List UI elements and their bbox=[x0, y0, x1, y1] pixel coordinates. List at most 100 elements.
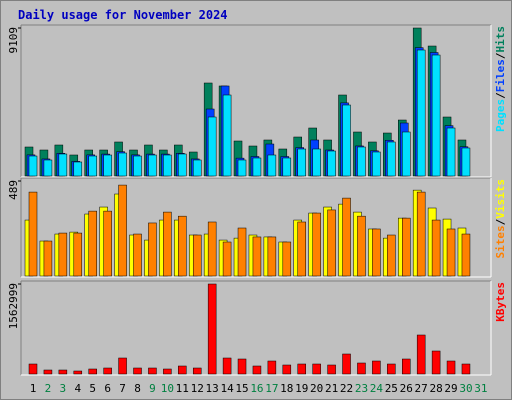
bar bbox=[103, 367, 112, 375]
bar bbox=[312, 212, 321, 277]
bar bbox=[207, 283, 217, 375]
bar bbox=[222, 357, 232, 375]
bar bbox=[73, 232, 83, 277]
x-tick-label: 20 bbox=[310, 382, 323, 395]
x-tick-label: 24 bbox=[370, 382, 384, 395]
bar bbox=[282, 364, 292, 375]
bar bbox=[88, 368, 97, 375]
bar bbox=[252, 236, 262, 277]
x-tick-label: 7 bbox=[119, 382, 126, 395]
bar bbox=[237, 227, 247, 277]
bar bbox=[431, 350, 441, 375]
bar bbox=[431, 219, 441, 277]
bar bbox=[163, 211, 172, 277]
bar bbox=[43, 159, 53, 177]
panel bbox=[21, 281, 491, 375]
bar bbox=[342, 197, 351, 277]
bar bbox=[222, 94, 232, 177]
bar bbox=[342, 104, 351, 177]
bar bbox=[43, 240, 53, 277]
x-tick-label: 26 bbox=[400, 382, 413, 395]
bar bbox=[357, 362, 366, 375]
bar bbox=[133, 155, 142, 177]
bar bbox=[461, 233, 471, 277]
bar bbox=[73, 161, 83, 177]
bar bbox=[357, 215, 366, 277]
x-tick-label: 28 bbox=[429, 382, 442, 395]
x-tick-label: 30 bbox=[459, 382, 472, 395]
bar bbox=[327, 150, 336, 177]
x-tick-label: 18 bbox=[280, 382, 293, 395]
bar bbox=[342, 353, 351, 375]
bar bbox=[252, 365, 262, 375]
x-tick-label: 8 bbox=[134, 382, 141, 395]
x-tick-label: 12 bbox=[191, 382, 204, 395]
x-tick-label: 21 bbox=[325, 382, 338, 395]
bar bbox=[267, 360, 277, 375]
bar bbox=[192, 367, 202, 375]
bar bbox=[252, 157, 262, 177]
bar bbox=[178, 153, 187, 177]
x-tick-label: 2 bbox=[45, 382, 52, 395]
bar bbox=[282, 157, 292, 177]
bar bbox=[461, 147, 471, 177]
chart-title: Daily usage for November 2024 bbox=[18, 8, 228, 22]
bar bbox=[28, 363, 38, 375]
bar bbox=[28, 191, 38, 277]
x-tick-label: 5 bbox=[89, 382, 96, 395]
bar bbox=[416, 334, 426, 375]
x-tick-label: 22 bbox=[340, 382, 353, 395]
legend-separator: / bbox=[494, 92, 507, 99]
bar bbox=[28, 155, 38, 177]
legend-entry: Visits bbox=[494, 179, 507, 219]
bar bbox=[387, 363, 396, 375]
bar bbox=[222, 241, 232, 277]
bar bbox=[207, 116, 217, 177]
x-tick-label: 4 bbox=[74, 382, 81, 395]
x-tick-label: 15 bbox=[235, 382, 248, 395]
y-tick-label: 9109 bbox=[7, 27, 20, 54]
bar bbox=[163, 368, 172, 375]
x-tick-label: 10 bbox=[161, 382, 174, 395]
bar bbox=[372, 360, 381, 375]
bar bbox=[118, 184, 127, 277]
bar bbox=[312, 363, 321, 375]
bar bbox=[387, 234, 396, 277]
x-tick-label: 29 bbox=[444, 382, 457, 395]
bar bbox=[372, 151, 381, 177]
bar bbox=[192, 234, 202, 277]
bar bbox=[372, 228, 381, 277]
bar bbox=[178, 365, 187, 375]
bar bbox=[297, 148, 306, 177]
y-tick-label: 489 bbox=[7, 180, 20, 200]
bar bbox=[133, 233, 142, 277]
bar bbox=[402, 131, 411, 177]
legend-separator: / bbox=[494, 218, 507, 225]
x-tick-label: 16 bbox=[250, 382, 263, 395]
bar bbox=[357, 146, 366, 177]
legend-entry: Hits bbox=[494, 26, 507, 53]
x-tick-label: 31 bbox=[474, 382, 487, 395]
legend: Sites/Visits bbox=[494, 179, 507, 259]
bar bbox=[163, 154, 172, 177]
x-tick-label: 27 bbox=[415, 382, 428, 395]
bar bbox=[402, 217, 411, 277]
x-tick-label: 11 bbox=[176, 382, 189, 395]
bar bbox=[416, 191, 426, 277]
bar bbox=[416, 49, 426, 177]
bar bbox=[312, 148, 321, 177]
x-tick-label: 13 bbox=[206, 382, 219, 395]
bar bbox=[207, 221, 217, 277]
bar bbox=[88, 210, 97, 277]
bar bbox=[178, 215, 187, 277]
x-tick-label: 9 bbox=[149, 382, 156, 395]
bar bbox=[461, 363, 471, 375]
bar bbox=[103, 210, 112, 277]
bar bbox=[282, 241, 292, 277]
legend-entry: Files bbox=[494, 59, 507, 92]
bar bbox=[148, 154, 157, 177]
bar bbox=[58, 153, 68, 177]
x-tick-label: 1 bbox=[30, 382, 37, 395]
bar bbox=[431, 54, 441, 177]
